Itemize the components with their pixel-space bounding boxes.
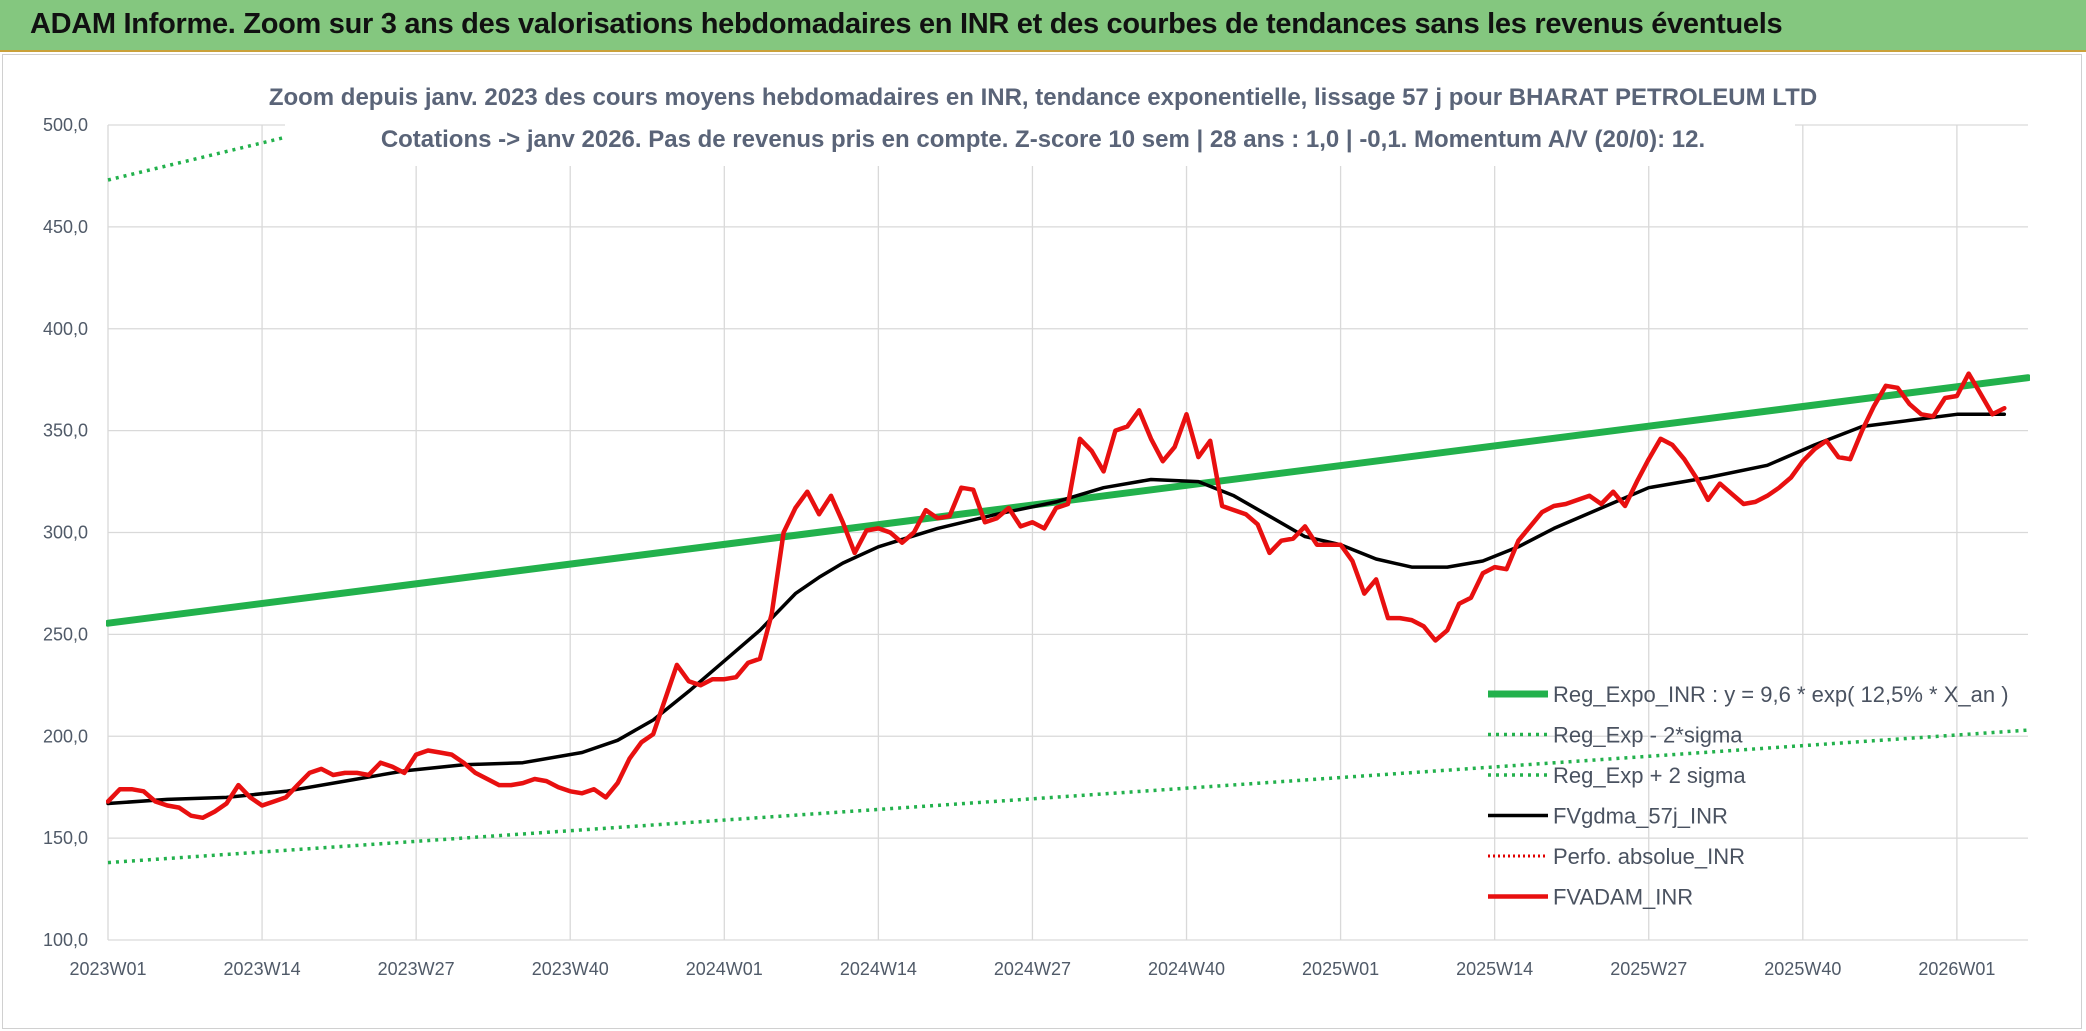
chart-title: Zoom depuis janv. 2023 des cours moyens … (268, 84, 1818, 111)
chart-subtitle: Cotations -> janv 2026. Pas de revenus p… (380, 126, 1706, 153)
series-line-fvgdma-57j-inr (106, 412, 2007, 806)
banner-title: ADAM Informe. Zoom sur 3 ans des valoris… (30, 8, 1783, 40)
title-backdrop (285, 123, 1795, 166)
y-tick-label: 200,0 (43, 726, 88, 746)
x-tick-label: 2024W01 (686, 959, 763, 979)
y-tick-label: 350,0 (43, 421, 88, 441)
x-tick-label: 2025W27 (1610, 959, 1687, 979)
legend-label: Reg_Expo_INR : y = 9,6 * exp( 12,5% * X_… (1553, 682, 2009, 707)
x-tick-label: 2025W14 (1456, 959, 1533, 979)
x-tick-label: 2023W27 (378, 959, 455, 979)
x-tick-label: 2024W27 (994, 959, 1071, 979)
series-line-reg-exp-2-sigma (107, 728, 2029, 865)
y-tick-label: 500,0 (43, 115, 88, 135)
y-tick-label: 100,0 (43, 930, 88, 950)
y-tick-label: 300,0 (43, 523, 88, 543)
x-tick-label: 2023W01 (69, 959, 146, 979)
legend: Reg_Expo_INR : y = 9,6 * exp( 12,5% * X_… (1488, 682, 2009, 910)
x-axis: 2023W01 2023W14 2023W27 2023W40 2024W01 2024W… (69, 959, 1995, 979)
grid (107, 124, 2028, 941)
series-line-fvadam-inr (106, 371, 2007, 821)
y-tick-label: 400,0 (43, 319, 88, 339)
chart-frame (2, 54, 2082, 1029)
x-tick-label: 2025W40 (1764, 959, 1841, 979)
x-tick-label: 2024W14 (840, 959, 917, 979)
y-tick-label: 150,0 (43, 828, 88, 848)
x-tick-label: 2025W01 (1302, 959, 1379, 979)
x-tick-label: 2023W40 (532, 959, 609, 979)
legend-label: FVADAM_INR (1553, 885, 1693, 910)
x-tick-label: 2024W40 (1148, 959, 1225, 979)
legend-label: Reg_Exp - 2*sigma (1553, 723, 1743, 748)
legend-label: FVgdma_57j_INR (1553, 804, 1728, 829)
x-tick-label: 2023W14 (224, 959, 301, 979)
y-tick-label: 450,0 (43, 217, 88, 237)
series-layer (106, 123, 2030, 865)
legend-label: Perfo. absolue_INR (1553, 844, 1745, 869)
y-tick-label: 250,0 (43, 624, 88, 644)
banner: ADAM Informe. Zoom sur 3 ans des valoris… (0, 0, 2086, 52)
x-tick-label: 2026W01 (1918, 959, 1995, 979)
legend-label: Reg_Exp + 2 sigma (1553, 763, 1746, 788)
y-axis: 100,0 150,0 200,0 250,0 300,0 350,0 400,0 450,0… (43, 115, 88, 950)
